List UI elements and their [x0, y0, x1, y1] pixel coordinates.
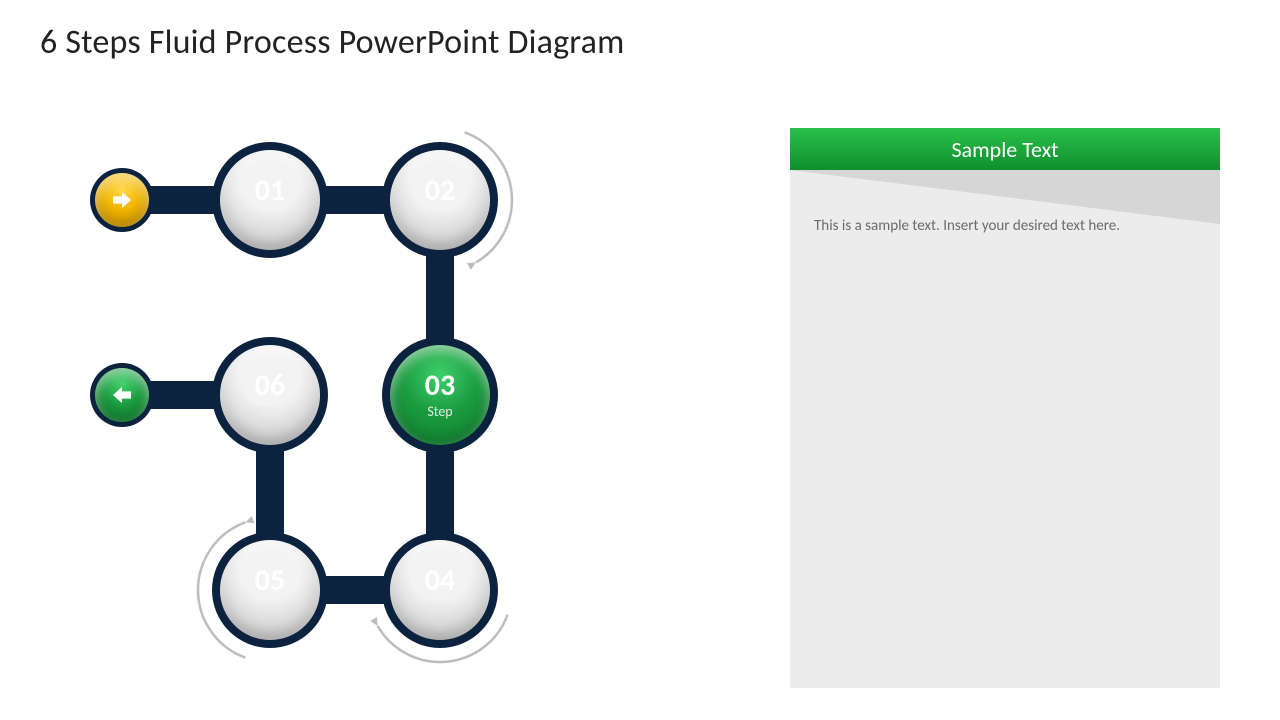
- step-03-node: 03 Step: [382, 337, 498, 453]
- info-panel-header: Sample Text: [790, 128, 1220, 170]
- step-04-number: 04: [425, 566, 455, 596]
- step-01-inner: 01 Step: [220, 150, 320, 250]
- start-node: [90, 168, 154, 232]
- step-05-inner: 05 Step: [220, 540, 320, 640]
- arrow-left-icon: [111, 386, 133, 404]
- step-06-number: 06: [255, 371, 285, 401]
- step-02-number: 02: [425, 176, 455, 206]
- step-04-label: Step: [427, 598, 452, 615]
- step-01-number: 01: [255, 176, 285, 206]
- info-panel: Sample Text This is a sample text. Inser…: [790, 128, 1220, 688]
- small-inner: [95, 173, 149, 227]
- step-04-inner: 04 Step: [390, 540, 490, 640]
- step-03-label: Step: [427, 403, 452, 420]
- fluid-process-diagram: 01 Step 02 Step 03 Step 04 Step 05 Step 06 Step: [0, 0, 640, 720]
- step-03-number: 03: [425, 371, 455, 401]
- small-inner: [95, 368, 149, 422]
- info-panel-header-text: Sample Text: [951, 136, 1058, 163]
- step-02-inner: 02 Step: [390, 150, 490, 250]
- step-05-node: 05 Step: [212, 532, 328, 648]
- step-03-inner: 03 Step: [390, 345, 490, 445]
- info-panel-body: This is a sample text. Insert your desir…: [814, 216, 1196, 238]
- end-node: [90, 363, 154, 427]
- step-05-label: Step: [257, 598, 282, 615]
- step-05-number: 05: [255, 566, 285, 596]
- step-06-label: Step: [257, 403, 282, 420]
- step-06-node: 06 Step: [212, 337, 328, 453]
- step-01-label: Step: [257, 208, 282, 225]
- step-04-node: 04 Step: [382, 532, 498, 648]
- arrow-right-icon: [111, 191, 133, 209]
- step-06-inner: 06 Step: [220, 345, 320, 445]
- step-02-node: 02 Step: [382, 142, 498, 258]
- step-02-label: Step: [427, 208, 452, 225]
- step-01-node: 01 Step: [212, 142, 328, 258]
- panel-fold-decoration: [790, 128, 1220, 688]
